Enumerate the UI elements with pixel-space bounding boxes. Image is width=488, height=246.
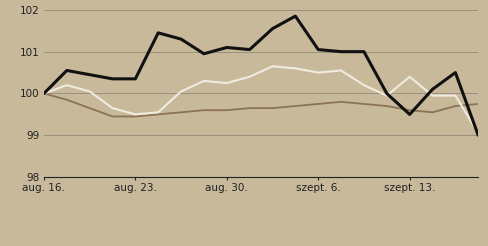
EURPLN (407, 113, 412, 116)
EURPLN (247, 48, 253, 51)
EURPLN (269, 27, 275, 30)
EURHUF (361, 84, 367, 87)
EURCZK (475, 103, 481, 106)
EURHUF (407, 75, 412, 78)
EURCZK (132, 115, 138, 118)
EURHUF (155, 111, 161, 114)
EURPLN (110, 77, 116, 80)
EURCZK (178, 111, 184, 114)
Line: EURPLN: EURPLN (44, 16, 478, 135)
EURHUF (315, 71, 321, 74)
EURPLN (178, 38, 184, 41)
EURCZK (429, 111, 435, 114)
EURHUF (338, 69, 344, 72)
EURPLN (132, 77, 138, 80)
EURHUF (452, 94, 458, 97)
EURCZK (247, 107, 253, 110)
EURPLN (224, 46, 230, 49)
Line: EURCZK: EURCZK (44, 93, 478, 116)
EURHUF (269, 65, 275, 68)
EURCZK (407, 109, 412, 112)
EURHUF (475, 132, 481, 135)
EURPLN (475, 134, 481, 137)
EURHUF (178, 90, 184, 93)
EURPLN (87, 73, 93, 76)
EURCZK (338, 100, 344, 103)
EURHUF (292, 67, 298, 70)
EURHUF (41, 92, 47, 95)
EURPLN (429, 88, 435, 91)
EURPLN (315, 48, 321, 51)
EURCZK (110, 115, 116, 118)
EURPLN (384, 92, 390, 95)
Line: EURHUF: EURHUF (44, 66, 478, 133)
EURHUF (429, 94, 435, 97)
EURCZK (224, 109, 230, 112)
EURHUF (132, 113, 138, 116)
EURHUF (201, 79, 207, 82)
EURCZK (292, 105, 298, 108)
EURPLN (292, 15, 298, 18)
EURCZK (201, 109, 207, 112)
EURCZK (315, 103, 321, 106)
EURPLN (338, 50, 344, 53)
EURCZK (155, 113, 161, 116)
EURPLN (155, 31, 161, 34)
EURCZK (41, 92, 47, 95)
EURCZK (64, 98, 70, 101)
EURCZK (269, 107, 275, 110)
EURHUF (384, 94, 390, 97)
EURHUF (224, 82, 230, 85)
EURPLN (452, 71, 458, 74)
EURPLN (64, 69, 70, 72)
EURCZK (384, 105, 390, 108)
EURHUF (87, 90, 93, 93)
EURPLN (361, 50, 367, 53)
EURHUF (110, 107, 116, 110)
EURHUF (247, 75, 253, 78)
EURCZK (361, 103, 367, 106)
EURCZK (452, 105, 458, 108)
EURCZK (87, 107, 93, 110)
EURHUF (64, 84, 70, 87)
EURPLN (41, 92, 47, 95)
EURPLN (201, 52, 207, 55)
